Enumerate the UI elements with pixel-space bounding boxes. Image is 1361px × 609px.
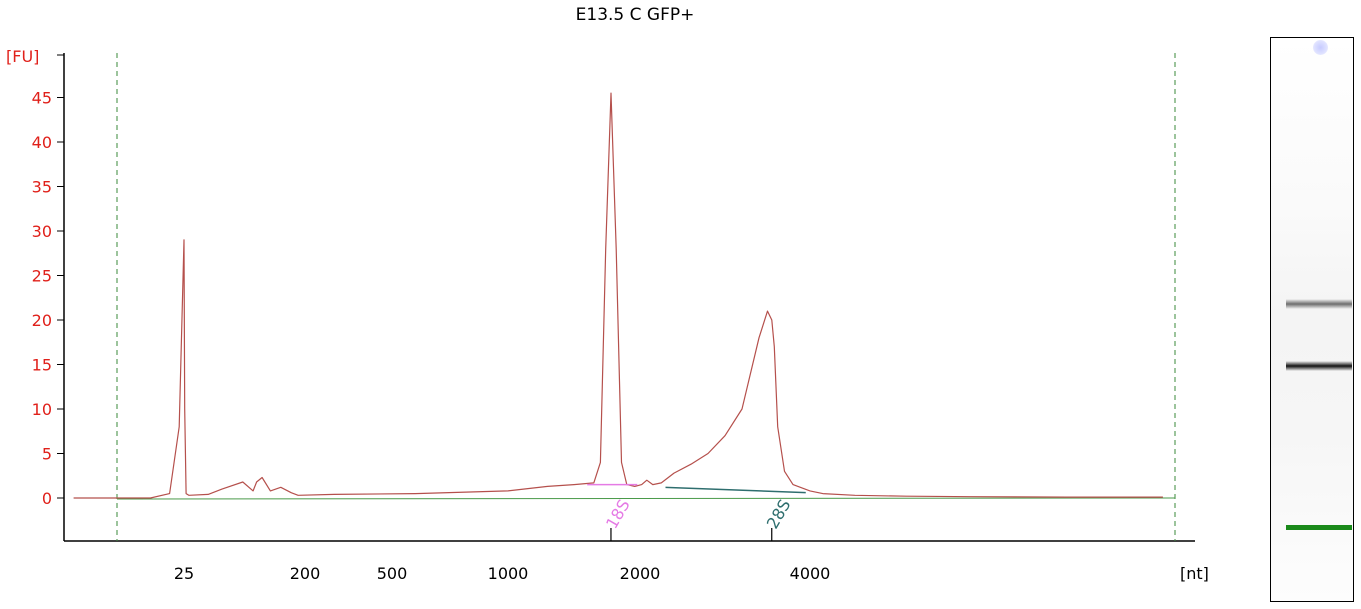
electropherogram-chart: 0 5 10 15 20 25 30 35 40 45 25 200 500 1000 2000 4000 1… <box>6 47 1209 583</box>
x-tick-label: 4000 <box>790 564 831 583</box>
lower-marker-spot <box>1313 40 1328 55</box>
peak-markers: 18S 28S <box>587 483 806 541</box>
x-tick-label: 1000 <box>488 564 529 583</box>
gel-band <box>1286 525 1352 530</box>
series-group <box>73 92 1163 499</box>
series-line <box>73 92 1163 499</box>
y-axis-label: [FU] <box>6 47 39 66</box>
y-tick-label: 45 <box>32 89 52 108</box>
axes <box>63 53 1195 542</box>
axis-ticks: 0 5 10 15 20 25 30 35 40 45 25 200 500 1000 2000 4000 <box>32 54 831 583</box>
peak-marker-label: 18S <box>602 496 634 532</box>
gel-band <box>1286 299 1352 309</box>
x-tick-label: 500 <box>377 564 408 583</box>
chart-title: E13.5 C GFP+ <box>575 5 695 25</box>
peak-baseline-28s <box>665 486 806 494</box>
x-tick-label: 2000 <box>620 564 661 583</box>
y-tick-label: 35 <box>32 178 52 197</box>
y-tick-label: 15 <box>32 356 52 375</box>
gel-band <box>1286 361 1352 371</box>
x-axis-label: [nt] <box>1180 564 1209 583</box>
x-tick-label: 25 <box>174 564 194 583</box>
y-tick-label: 5 <box>42 445 52 464</box>
baseline-line <box>116 497 1176 500</box>
y-tick-label: 25 <box>32 267 52 286</box>
y-tick-label: 20 <box>32 311 52 330</box>
x-tick-label: 200 <box>290 564 321 583</box>
gel-lane <box>1270 37 1354 602</box>
y-tick-label: 10 <box>32 400 52 419</box>
peak-marker-label: 28S <box>763 496 795 532</box>
y-tick-label: 40 <box>32 133 52 152</box>
y-tick-label: 0 <box>42 489 52 508</box>
y-tick-label: 30 <box>32 222 52 241</box>
